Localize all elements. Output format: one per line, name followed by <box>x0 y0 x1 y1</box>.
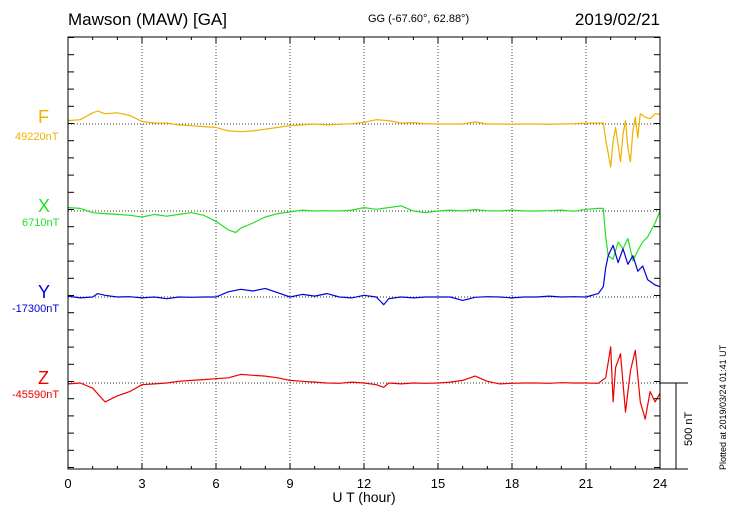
series-line-x <box>67 205 661 262</box>
component-label-z: Z <box>38 368 49 388</box>
plot-date: 2019/02/21 <box>574 10 660 29</box>
x-tick-label-6: 6 <box>212 476 219 491</box>
series-line-f <box>67 110 661 168</box>
x-tick-label-3: 3 <box>138 476 145 491</box>
x-tick-label-12: 12 <box>357 476 371 491</box>
series-line-y <box>67 244 661 306</box>
x-tick-label-18: 18 <box>505 476 519 491</box>
x-tick-label-21: 21 <box>579 476 593 491</box>
x-axis-label: U T (hour) <box>332 489 395 505</box>
geographic-coordinates: GG (-67.60°, 62.88°) <box>368 13 470 25</box>
x-tick-label-24: 24 <box>653 476 667 491</box>
component-label-f: F <box>38 107 49 127</box>
baseline-value-y: -17300nT <box>12 303 60 315</box>
scale-bar-label: 500 nT <box>683 411 695 446</box>
series-line-z <box>67 346 661 420</box>
baseline-value-x: 6710nT <box>22 217 60 229</box>
scale-bar <box>660 382 688 470</box>
baseline-value-z: -45590nT <box>12 389 60 401</box>
x-tick-label-15: 15 <box>431 476 445 491</box>
grid-lines <box>141 37 587 469</box>
station-title: Mawson (MAW) [GA] <box>68 10 227 29</box>
x-tick-label-9: 9 <box>286 476 293 491</box>
component-label-x: X <box>38 196 51 216</box>
baseline-value-f: 49220nT <box>15 131 59 143</box>
component-label-y: Y <box>38 282 51 302</box>
axis-ticks <box>67 37 661 469</box>
plotted-timestamp: Plotted at 2019/03/24 01:41 UT <box>718 344 728 470</box>
x-tick-label-0: 0 <box>64 476 71 491</box>
series-layer <box>67 110 661 420</box>
x-tick-labels: 0 3 6 9 12 15 18 21 24 <box>64 476 667 491</box>
